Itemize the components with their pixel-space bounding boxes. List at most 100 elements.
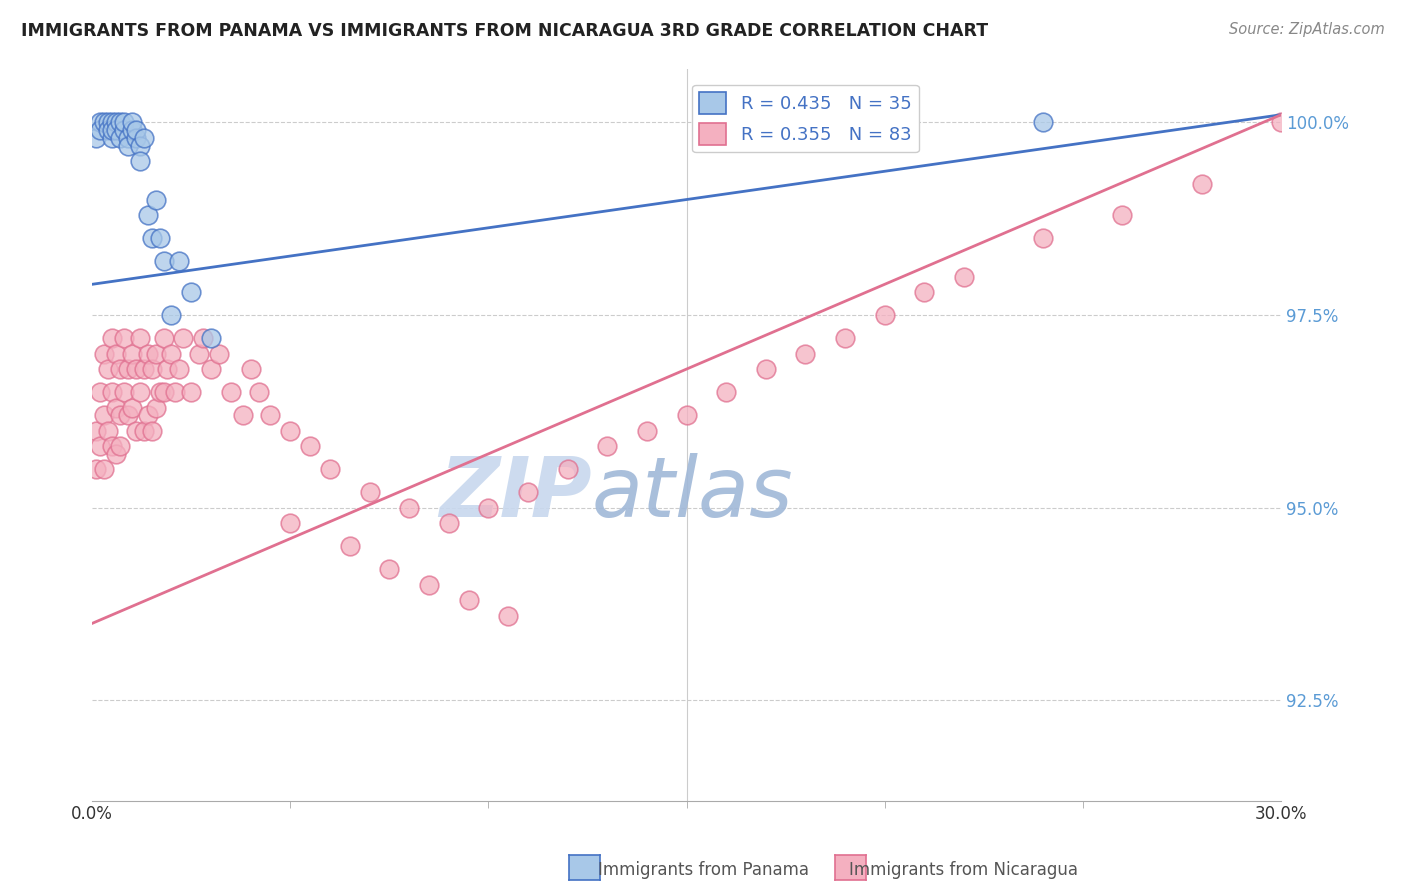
Point xyxy=(152,254,174,268)
Point xyxy=(93,462,115,476)
Point xyxy=(259,409,281,423)
Point xyxy=(398,500,420,515)
Legend: R = 0.435   N = 35, R = 0.355   N = 83: R = 0.435 N = 35, R = 0.355 N = 83 xyxy=(692,85,918,153)
Point xyxy=(232,409,254,423)
Point xyxy=(145,193,167,207)
Point xyxy=(169,362,191,376)
Point xyxy=(97,115,120,129)
Point xyxy=(108,362,131,376)
Point xyxy=(755,362,778,376)
Point xyxy=(180,285,202,299)
Point xyxy=(125,123,148,137)
Point xyxy=(132,362,155,376)
Point xyxy=(794,346,817,360)
Point xyxy=(1191,177,1213,191)
Point xyxy=(208,346,231,360)
Point xyxy=(112,115,135,129)
Point xyxy=(160,308,183,322)
Text: IMMIGRANTS FROM PANAMA VS IMMIGRANTS FROM NICARAGUA 3RD GRADE CORRELATION CHART: IMMIGRANTS FROM PANAMA VS IMMIGRANTS FRO… xyxy=(21,22,988,40)
Point xyxy=(378,562,401,576)
Point xyxy=(128,153,150,168)
Point xyxy=(873,308,896,322)
Point xyxy=(121,401,143,415)
Point xyxy=(112,385,135,400)
Text: Source: ZipAtlas.com: Source: ZipAtlas.com xyxy=(1229,22,1385,37)
Point xyxy=(97,362,120,376)
Point xyxy=(517,485,540,500)
Point xyxy=(89,115,111,129)
Point xyxy=(132,424,155,438)
Point xyxy=(125,131,148,145)
Point xyxy=(557,462,579,476)
Point xyxy=(101,115,124,129)
Point xyxy=(172,331,194,345)
Point xyxy=(278,516,301,531)
Point xyxy=(84,424,107,438)
Point xyxy=(418,578,440,592)
Point xyxy=(953,269,976,284)
Point xyxy=(104,123,127,137)
Point xyxy=(1032,231,1054,245)
Point xyxy=(136,409,159,423)
Point xyxy=(165,385,187,400)
Point xyxy=(84,462,107,476)
Point xyxy=(117,131,139,145)
Point xyxy=(200,362,222,376)
Point xyxy=(477,500,499,515)
Point xyxy=(112,123,135,137)
Point xyxy=(191,331,214,345)
Point xyxy=(437,516,460,531)
Point xyxy=(93,346,115,360)
Point xyxy=(152,331,174,345)
Point xyxy=(200,331,222,345)
Point xyxy=(912,285,935,299)
Point xyxy=(188,346,211,360)
Point xyxy=(169,254,191,268)
Point xyxy=(148,231,170,245)
Point xyxy=(108,439,131,453)
Point xyxy=(152,385,174,400)
Point xyxy=(121,346,143,360)
Point xyxy=(247,385,270,400)
Point xyxy=(101,131,124,145)
Point xyxy=(675,409,697,423)
Point xyxy=(117,409,139,423)
Text: Immigrants from Nicaragua: Immigrants from Nicaragua xyxy=(849,861,1077,879)
Text: ZIP: ZIP xyxy=(439,452,592,533)
Point xyxy=(359,485,381,500)
Point xyxy=(299,439,322,453)
Point xyxy=(104,115,127,129)
Point xyxy=(108,131,131,145)
Point xyxy=(128,385,150,400)
Point xyxy=(108,115,131,129)
Point xyxy=(239,362,262,376)
Point xyxy=(89,439,111,453)
Point xyxy=(97,424,120,438)
Point xyxy=(132,131,155,145)
Point xyxy=(339,539,361,553)
Point xyxy=(104,447,127,461)
Point xyxy=(104,346,127,360)
Point xyxy=(121,123,143,137)
Point xyxy=(121,115,143,129)
Point xyxy=(834,331,856,345)
Point xyxy=(101,439,124,453)
Point xyxy=(219,385,242,400)
Point xyxy=(125,424,148,438)
Point xyxy=(101,385,124,400)
Point xyxy=(496,608,519,623)
Point xyxy=(180,385,202,400)
Point xyxy=(145,346,167,360)
Point xyxy=(636,424,658,438)
Point xyxy=(141,362,163,376)
Point xyxy=(1032,115,1054,129)
Point xyxy=(1270,115,1292,129)
Point xyxy=(84,131,107,145)
Point xyxy=(128,331,150,345)
Point xyxy=(141,424,163,438)
Point xyxy=(101,123,124,137)
Point xyxy=(141,231,163,245)
Point xyxy=(136,346,159,360)
Point xyxy=(93,115,115,129)
Point xyxy=(278,424,301,438)
